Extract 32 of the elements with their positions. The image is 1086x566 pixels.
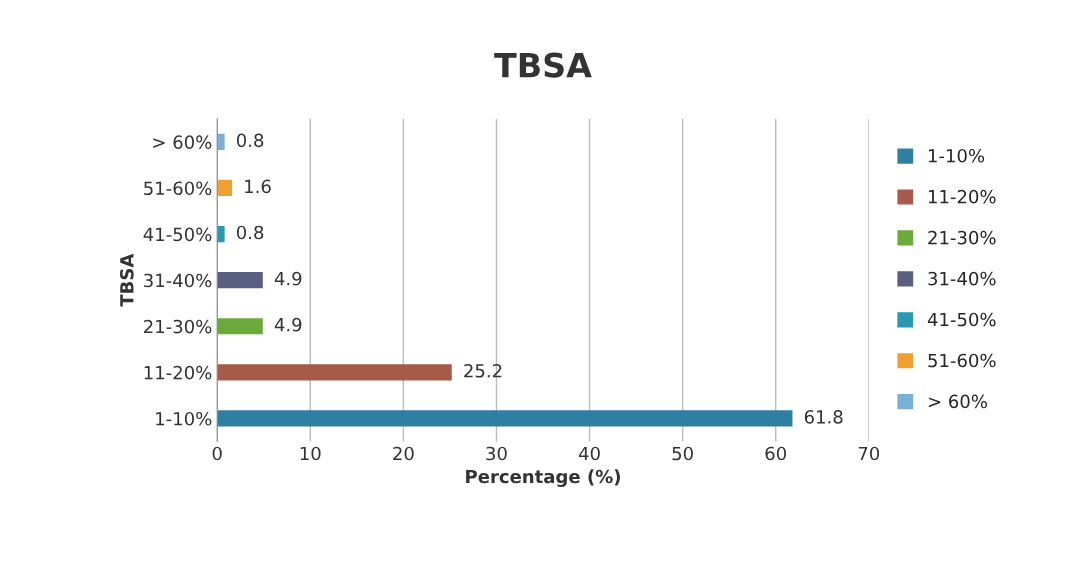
y-tick-label: 41-50% (143, 227, 212, 242)
data-label: 0.8 (236, 133, 264, 148)
y-tick-label: 11-20% (144, 365, 212, 380)
legend-label: 21-30% (928, 230, 996, 245)
x-tick-label: 20 (393, 446, 414, 461)
y-tick-label: 1-10% (156, 411, 212, 426)
x-tick-label: 70 (858, 446, 880, 461)
data-label: 4.9 (274, 317, 302, 332)
x-tick-label: 50 (672, 446, 693, 461)
data-label: 4.9 (274, 271, 302, 286)
legend-label: > 60% (928, 394, 987, 409)
x-axis-title: Percentage (%) (466, 469, 620, 487)
x-tick-label: 0 (212, 446, 222, 461)
data-label: 25.2 (464, 363, 502, 378)
data-label: 61.8 (804, 410, 843, 424)
x-tick-label: 10 (300, 446, 321, 461)
y-tick-label: 31-40% (144, 273, 212, 288)
legend-label: 31-40% (928, 271, 996, 286)
legend-label: 11-20% (928, 189, 996, 204)
y-tick-label: 21-30% (144, 319, 212, 334)
y-axis-title: TBSA (120, 253, 134, 307)
legend-label: 1-10% (928, 148, 985, 163)
legend-label: 51-60% (928, 353, 996, 368)
y-tick-label: > 60% (153, 135, 212, 150)
x-tick-label: 30 (486, 446, 507, 461)
x-tick-label: 40 (578, 446, 600, 461)
data-label: 1.6 (245, 179, 271, 194)
y-tick-label: 51-60% (144, 181, 212, 196)
data-label: 0.8 (236, 225, 264, 240)
chart-title: TBSA (494, 52, 592, 78)
x-tick-label: 60 (765, 446, 786, 461)
legend-label: 41-50% (927, 312, 996, 327)
